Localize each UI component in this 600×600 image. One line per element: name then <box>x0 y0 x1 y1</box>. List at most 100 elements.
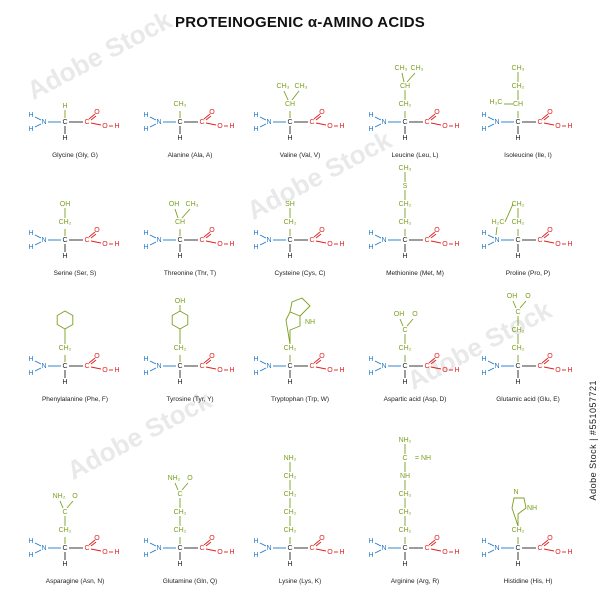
bond <box>205 233 212 239</box>
atom-label: O <box>555 123 561 130</box>
amino-acid-caption: Lysine (Lys, K) <box>278 578 322 585</box>
atom-label: H <box>28 112 33 119</box>
atom-label: O <box>217 549 223 556</box>
bond <box>203 539 211 546</box>
atom-label: O <box>209 109 215 116</box>
atom-label: O <box>547 109 553 116</box>
atom-label: H <box>143 112 148 119</box>
bond <box>406 318 414 327</box>
atom-label: C <box>62 119 67 126</box>
atom-label: H <box>287 379 292 386</box>
atom-label: H <box>143 552 148 559</box>
atom-label: H <box>253 538 258 545</box>
atom-label: H <box>368 112 373 119</box>
atom-label: NH <box>527 505 537 512</box>
atom-label: H <box>62 103 67 110</box>
bond <box>541 113 549 120</box>
atom-label: C <box>515 545 520 552</box>
bond <box>428 113 436 120</box>
atom-label: H <box>28 552 33 559</box>
atom-label: C <box>309 237 314 244</box>
indole-ring <box>289 297 311 317</box>
amino-acid-caption: Alanine (Ala, A) <box>167 152 213 159</box>
bond <box>149 123 157 128</box>
atom-label: C <box>62 545 67 552</box>
bond <box>428 357 436 364</box>
atom-label: O <box>102 367 108 374</box>
bond <box>399 318 404 327</box>
side-chain-atom: CH₂ <box>174 509 187 516</box>
atom-label: O <box>434 109 440 116</box>
atom-label: H <box>515 253 520 260</box>
atom-label: H <box>368 230 373 237</box>
atom-label: H <box>339 549 344 556</box>
atom-label: C <box>424 363 429 370</box>
atom-label: H₂C <box>492 219 505 226</box>
atom-label: CH₃ <box>411 65 424 72</box>
atom-label: O <box>102 123 108 130</box>
atom-label: O <box>94 535 100 542</box>
atom-label: H <box>339 241 344 248</box>
atom-label: H <box>481 356 486 363</box>
atom-label: O <box>209 535 215 542</box>
atom-label: C <box>84 363 89 370</box>
bond <box>205 122 217 126</box>
side-chain-atom: CH₂ <box>399 201 412 208</box>
atom-label: H <box>28 230 33 237</box>
bond <box>374 367 382 372</box>
atom-label: CH₃ <box>277 83 290 90</box>
amino-acid-caption: Proline (Pro, P) <box>505 270 551 277</box>
atom-label: O <box>209 227 215 234</box>
side-chain-atom: CH₂ <box>59 219 72 226</box>
side-chain-atom: CH₂ <box>284 509 297 516</box>
atom-label: O <box>525 293 531 300</box>
atom-label: = NH <box>415 455 431 462</box>
atom-label: C <box>84 119 89 126</box>
side-chain-atom: CH₂ <box>284 473 297 480</box>
atom-label: C <box>199 119 204 126</box>
bond <box>205 366 217 370</box>
bond <box>149 367 157 372</box>
side-chain-atom: CH₂ <box>399 101 412 108</box>
atom-label: O <box>555 367 561 374</box>
side-chain-atom: CH <box>513 101 523 108</box>
bond <box>259 360 267 365</box>
bond <box>203 113 211 120</box>
bond <box>374 241 382 246</box>
atom-label: OH <box>175 298 186 305</box>
bond <box>315 115 322 121</box>
atom-label: H <box>253 230 258 237</box>
side-chain-atom: CH <box>400 83 410 90</box>
bond <box>34 234 42 239</box>
bond <box>259 123 267 128</box>
side-chain-atom: CH₂ <box>174 527 187 534</box>
atom-label: C <box>84 237 89 244</box>
atom-label: C <box>515 363 520 370</box>
bond <box>428 539 436 546</box>
atom-label: C <box>402 363 407 370</box>
bond <box>259 241 267 246</box>
atom-label: N <box>494 119 499 126</box>
atom-label: CH₃ <box>186 201 199 208</box>
atom-label: C <box>177 363 182 370</box>
bond <box>315 233 322 239</box>
atom-label: H <box>229 123 234 130</box>
atom-label: N <box>156 119 161 126</box>
atom-label: C <box>515 119 520 126</box>
atom-label: C <box>287 237 292 244</box>
bond <box>430 240 442 244</box>
bond <box>181 208 191 219</box>
amino-acid-caption: Arginine (Arg, R) <box>390 578 440 585</box>
atom-label: O <box>327 241 333 248</box>
side-chain-atom: CH₂ <box>399 491 412 498</box>
amino-acid-caption: Isoleucine (Ile, I) <box>504 152 552 159</box>
atom-label: C <box>309 363 314 370</box>
bond <box>430 233 437 239</box>
atom-label: H <box>287 561 292 568</box>
atom-label: N <box>41 363 46 370</box>
indole-ring <box>285 311 301 345</box>
atom-label: H <box>143 538 148 545</box>
bond <box>543 366 555 370</box>
atom-label: H <box>402 253 407 260</box>
atom-label: H <box>177 561 182 568</box>
